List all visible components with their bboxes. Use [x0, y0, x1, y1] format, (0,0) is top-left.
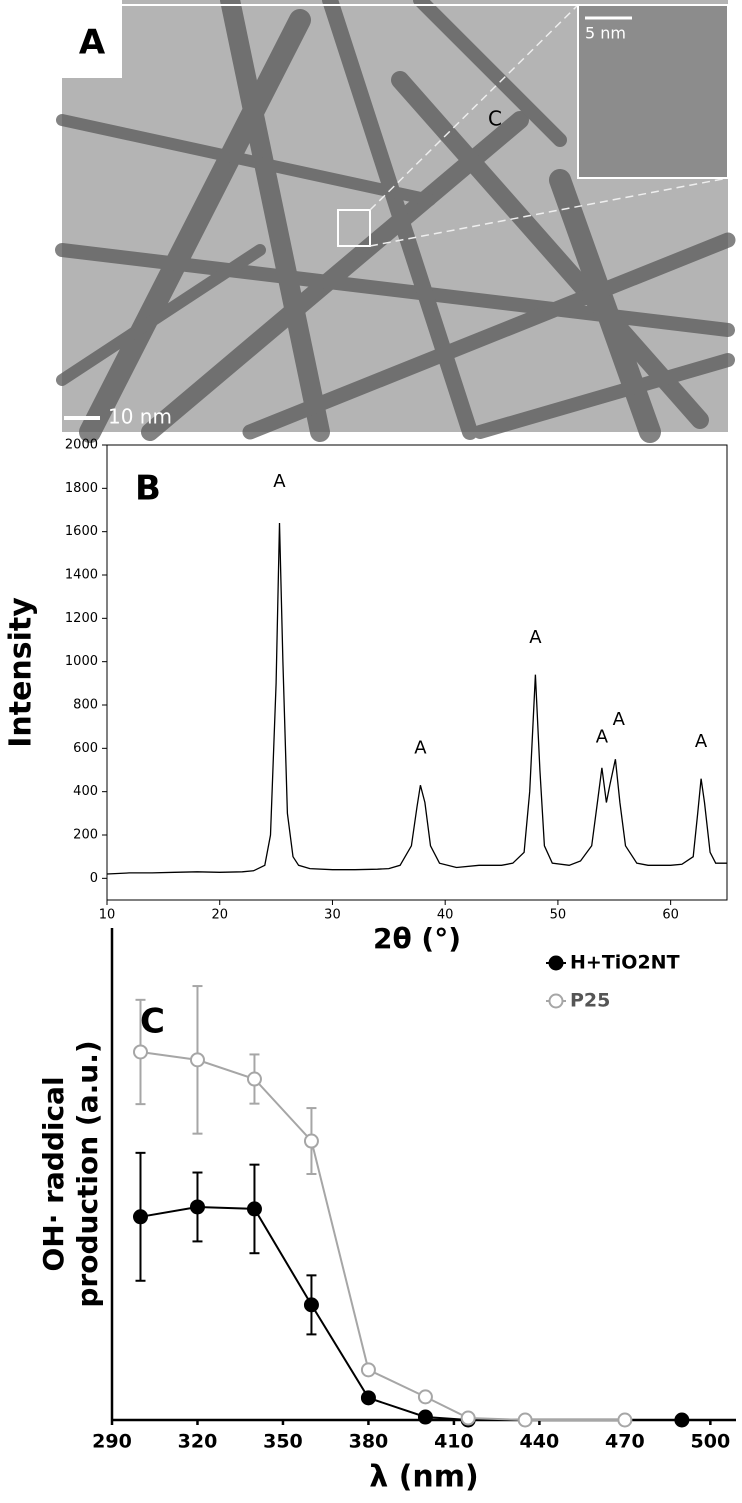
x-tick-label: 380: [349, 1431, 389, 1453]
x-tick-label: 500: [691, 1431, 731, 1453]
x-tick-label: 50: [550, 908, 567, 923]
peak-label: A: [596, 727, 609, 748]
marker: [246, 1071, 262, 1087]
peak-label: A: [529, 627, 542, 648]
tem-image: A C 5 nm 10 nm: [55, 0, 736, 443]
x-tick-label: 30: [324, 908, 341, 923]
peak-label: A: [414, 737, 427, 758]
marker: [189, 1052, 205, 1068]
y-tick-label: 200: [73, 828, 98, 843]
data-line: [140, 1205, 682, 1421]
x-axis-label: 2θ (°): [373, 922, 461, 955]
plot-frame: [106, 444, 728, 901]
y-tick-label: 0: [90, 871, 98, 886]
y-tick-label: 1400: [65, 568, 98, 583]
legend-label: P25: [570, 990, 610, 1012]
x-tick-label: 40: [437, 908, 454, 923]
x-tick-label: 290: [92, 1431, 132, 1453]
marker: [189, 1199, 205, 1215]
peak-label: A: [273, 471, 286, 492]
marker: [303, 1297, 319, 1313]
y-tick-label: 1200: [65, 611, 98, 626]
peak-label: A: [613, 709, 626, 730]
marker: [674, 1412, 690, 1428]
marker: [460, 1410, 476, 1426]
x-tick-label: 60: [662, 908, 679, 923]
x-tick-label: 320: [178, 1431, 218, 1453]
y-axis-label: Intensity: [4, 597, 39, 748]
x-tick-label: 440: [520, 1431, 560, 1453]
legend-marker: [548, 993, 564, 1009]
marker: [132, 1209, 148, 1225]
x-tick-label: 10: [99, 908, 116, 923]
marker: [132, 1044, 148, 1060]
y-tick-label: 2000: [65, 438, 98, 453]
y-tick-label: 1800: [65, 481, 98, 496]
y-tick-label: 600: [73, 741, 98, 756]
marker: [517, 1412, 533, 1428]
y-tick-label: 1000: [65, 654, 98, 669]
panel-label: B: [135, 469, 161, 509]
peak-label: A: [695, 731, 708, 752]
marker: [360, 1362, 376, 1378]
marker: [417, 1389, 433, 1405]
scale-label: 10 nm: [108, 405, 172, 429]
legend-marker: [548, 955, 564, 971]
data-line: [106, 522, 727, 875]
annotation: C: [488, 107, 502, 131]
y-tick-label: 1600: [65, 524, 98, 539]
y-tick-label: 800: [73, 698, 98, 713]
y-axis-label: OH· raddical: [37, 1076, 70, 1271]
panel-label: C: [140, 1002, 165, 1042]
marker: [246, 1201, 262, 1217]
x-axis-label: λ (nm): [369, 1460, 478, 1495]
marker: [360, 1390, 376, 1406]
y-tick-label: 400: [73, 784, 98, 799]
data-line: [140, 1051, 625, 1421]
x-tick-label: 470: [605, 1431, 645, 1453]
x-tick-label: 350: [263, 1431, 303, 1453]
panel-label: A: [79, 23, 106, 63]
scale-label: 5 nm: [585, 24, 626, 43]
marker: [417, 1409, 433, 1425]
legend-label: H+TiO2NT: [570, 952, 680, 974]
x-tick-label: 20: [211, 908, 228, 923]
marker: [617, 1412, 633, 1428]
x-tick-label: 410: [434, 1431, 474, 1453]
marker: [303, 1133, 319, 1149]
y-axis-label: production (a.u.): [71, 1040, 104, 1307]
